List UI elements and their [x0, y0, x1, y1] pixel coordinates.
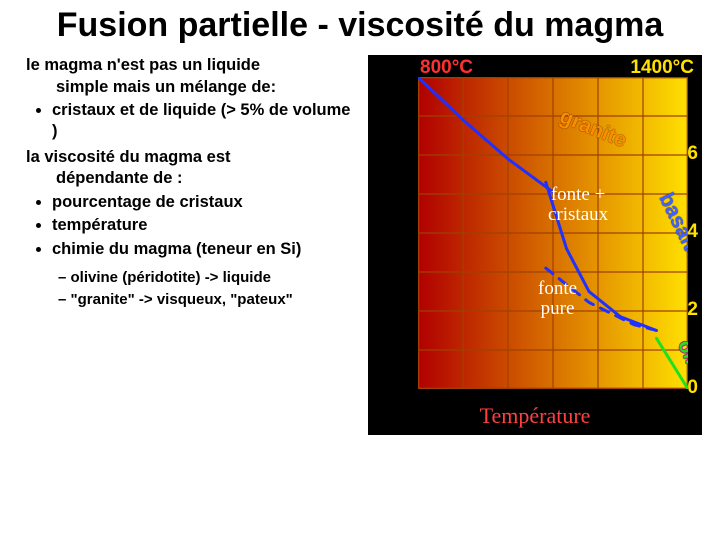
- x-max-label: 1400°C: [630, 57, 694, 79]
- x-axis-label: Température: [368, 403, 702, 429]
- chart-frame: 800°C 1400°C log viscosité (Pas) Tempéra…: [368, 55, 702, 435]
- y-tick-label: 6: [678, 143, 698, 165]
- dash-list: olivine (péridotite) -> liquide "granite…: [58, 268, 358, 309]
- bullet-item: cristaux et de liquide (> 5% de volume ): [52, 100, 358, 143]
- region-label-fonte-pure: fontepure: [538, 279, 577, 319]
- para2-lead: la viscosité du magma est: [26, 148, 231, 166]
- chart-column: 800°C 1400°C log viscosité (Pas) Tempéra…: [368, 55, 702, 435]
- x-min-label: 800°C: [420, 57, 473, 79]
- page-title: Fusion partielle - viscosité du magma: [18, 6, 702, 45]
- slide: Fusion partielle - viscosité du magma le…: [0, 0, 720, 540]
- y-tick-label: 0: [678, 377, 698, 399]
- bullet-item: chimie du magma (teneur en Si): [52, 239, 358, 260]
- y-tick-label: 4: [678, 221, 698, 243]
- paragraph-1: le magma n'est pas un liquide simple mai…: [26, 55, 358, 98]
- bullet-item: température: [52, 215, 358, 236]
- para1-cont: simple mais un mélange de:: [26, 77, 358, 98]
- chart-svg: [418, 77, 688, 389]
- dash-item: "granite" -> visqueux, "pateux": [58, 290, 358, 310]
- paragraph-2: la viscosité du magma est dépendante de …: [26, 147, 358, 190]
- bullet-list-2: pourcentage de cristaux température chim…: [52, 192, 358, 260]
- para2-cont: dépendante de :: [26, 168, 358, 189]
- plot-area: granite basalte olivine fonte +cristaux …: [418, 77, 688, 389]
- y-tick-label: 2: [678, 299, 698, 321]
- content-row: le magma n'est pas un liquide simple mai…: [18, 55, 702, 435]
- para1-lead: le magma n'est pas un liquide: [26, 56, 260, 74]
- region-label-fonte-cristaux: fonte +cristaux: [548, 185, 608, 225]
- dash-item: olivine (péridotite) -> liquide: [58, 268, 358, 288]
- bullet-list-1: cristaux et de liquide (> 5% de volume ): [52, 100, 358, 143]
- bullet-item: pourcentage de cristaux: [52, 192, 358, 213]
- text-column: le magma n'est pas un liquide simple mai…: [18, 55, 358, 435]
